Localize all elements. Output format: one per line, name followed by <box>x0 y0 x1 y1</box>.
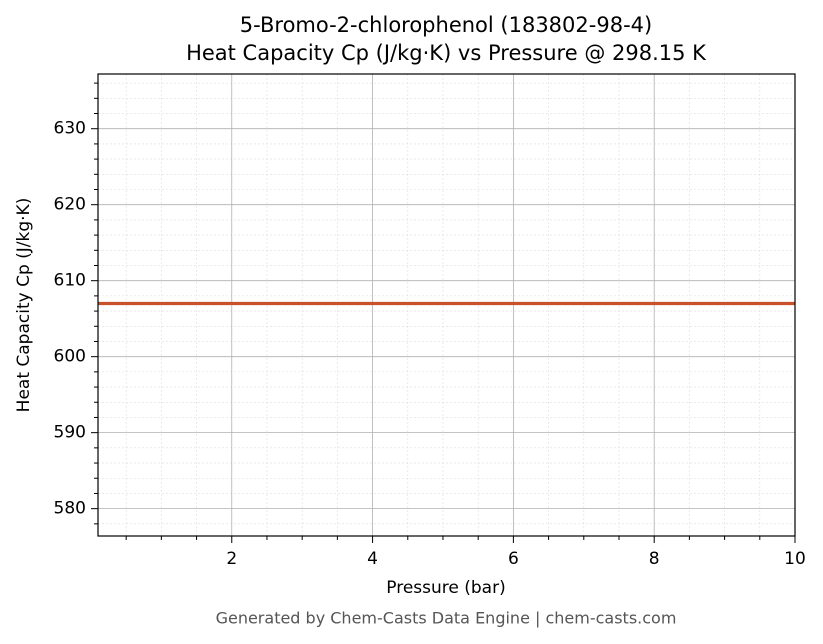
footer: Generated by Chem-Casts Data Engine | ch… <box>216 609 677 628</box>
y-tick-label: 620 <box>54 195 86 215</box>
x-tick-label: 8 <box>649 549 660 569</box>
y-tick-label: 590 <box>54 423 86 443</box>
x-axis-label: Pressure (bar) <box>386 578 505 598</box>
x-tick-label: 10 <box>784 549 806 569</box>
y-tick-label: 580 <box>54 499 86 519</box>
y-axis-label: Heat Capacity Cp (J/kg·K) <box>14 198 34 413</box>
y-tick-label: 630 <box>54 119 86 139</box>
plot-frame <box>97 73 796 537</box>
x-tick-label: 4 <box>367 549 378 569</box>
chart-title: 5-Bromo-2-chlorophenol (183802-98-4) <box>240 13 652 37</box>
x-tick-label: 2 <box>226 549 237 569</box>
y-tick-label: 610 <box>54 271 86 291</box>
chart-subtitle: Heat Capacity Cp (J/kg·K) vs Pressure @ … <box>186 41 707 65</box>
y-tick-label: 600 <box>54 347 86 367</box>
x-tick-label: 6 <box>508 549 519 569</box>
